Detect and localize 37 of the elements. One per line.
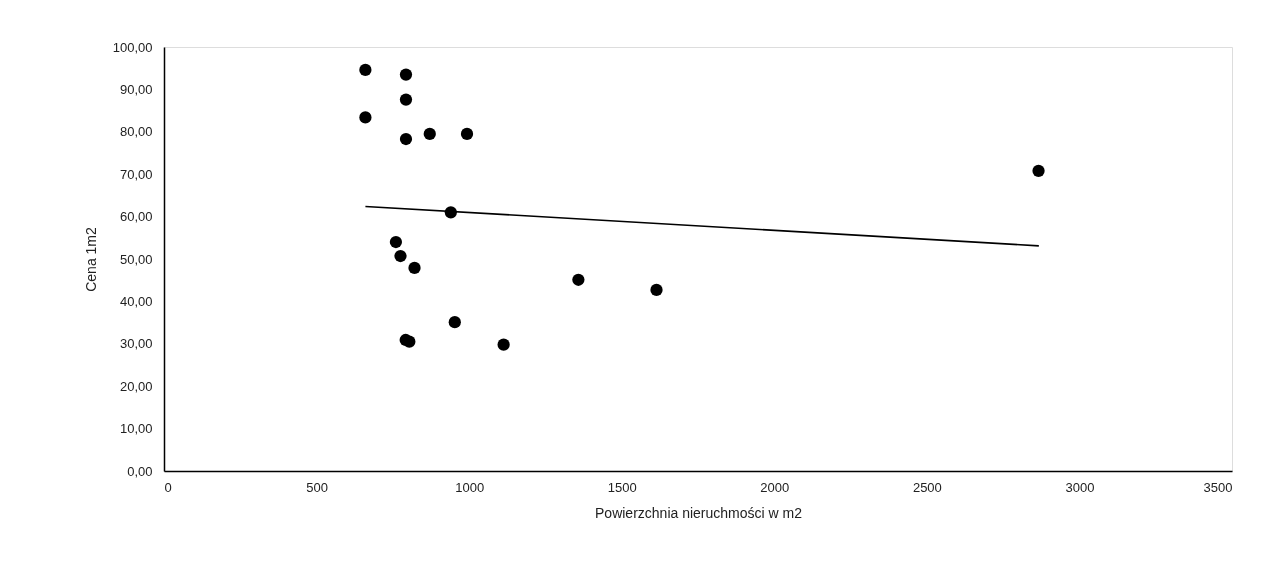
point: [394, 249, 407, 263]
point: [448, 316, 461, 329]
point: [1032, 164, 1045, 177]
point: [359, 63, 372, 77]
point: [403, 335, 416, 348]
point: [408, 261, 421, 275]
x-tick-label: 500: [306, 479, 328, 495]
point: [572, 273, 585, 286]
y-tick-label: 10,00: [119, 421, 153, 437]
point: [399, 93, 413, 106]
point: [497, 338, 510, 351]
point: [399, 132, 413, 146]
y-tick-label: 80,00: [119, 124, 153, 140]
x-tick-label: 3000: [1065, 479, 1095, 495]
x-tick-label: 3500: [1203, 479, 1233, 495]
y-tick-label: 0,00: [127, 463, 153, 479]
y-tick-label: 60,00: [119, 209, 153, 225]
x-tick-label: 1000: [455, 479, 485, 495]
point: [650, 283, 663, 297]
point: [460, 127, 474, 141]
point: [423, 127, 436, 141]
y-tick-label: 100,00: [112, 39, 153, 55]
x-tick-label: 1500: [607, 479, 637, 495]
x-tick-label: 2500: [912, 479, 942, 495]
point: [389, 235, 403, 249]
y-axis-title: Cena 1m2: [82, 226, 99, 292]
point: [399, 68, 413, 81]
y-tick-label: 50,00: [119, 251, 153, 267]
y-tick-label: 70,00: [119, 166, 153, 182]
y-tick-label: 30,00: [119, 336, 153, 352]
point: [359, 111, 372, 124]
x-tick-label: 0: [164, 479, 172, 495]
y-tick-label: 90,00: [119, 81, 153, 97]
x-tick-label: 2000: [760, 479, 790, 495]
y-tick-label: 20,00: [119, 378, 153, 394]
y-tick-label: 40,00: [119, 293, 153, 309]
x-axis-title: Powierzchnia nieruchmości w m2: [595, 504, 803, 521]
